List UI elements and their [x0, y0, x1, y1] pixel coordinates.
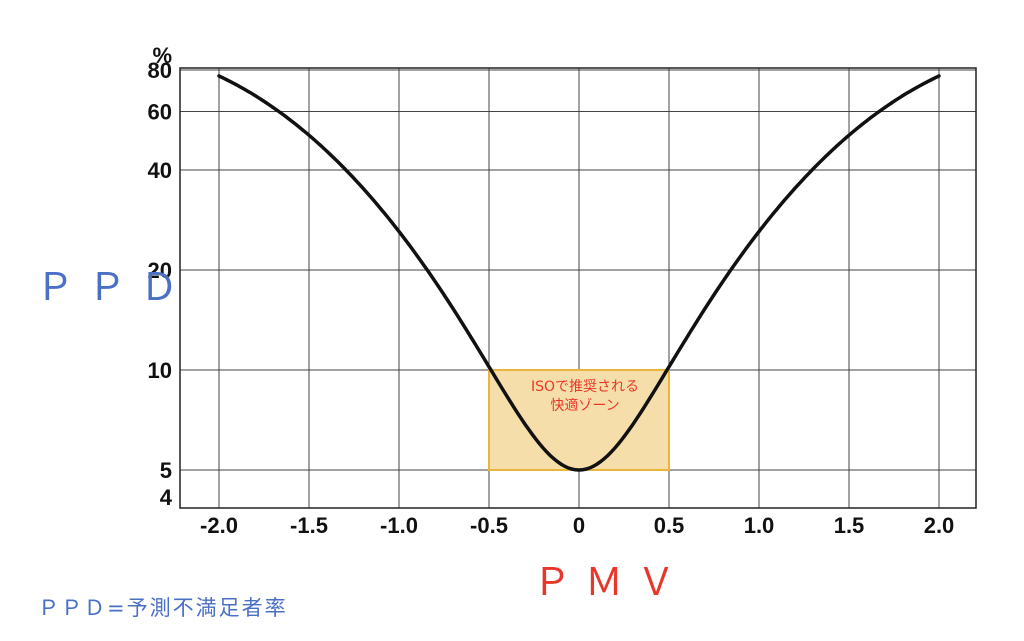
x-tick-label: -0.5 — [470, 513, 508, 538]
y-tick-label: 10 — [148, 358, 172, 383]
y-tick-label: 60 — [148, 100, 172, 125]
y-unit-label: % — [152, 43, 172, 68]
grid — [180, 68, 976, 508]
annotation-line-2: 快適ゾーン — [550, 398, 620, 414]
x-axis-ticks: -2.0 -1.5 -1.0 -0.5 0 0.5 1.0 1.5 2.0 — [200, 513, 954, 538]
x-axis-label: ＰＭＶ — [533, 560, 690, 604]
x-tick-label: -1.0 — [380, 513, 418, 538]
footnote: ＰＰＤ=予測不満足者率 — [38, 596, 288, 620]
ppd-curve — [217, 74, 941, 472]
y-tick-label: 40 — [148, 158, 172, 183]
y-tick-label: 4 — [160, 485, 173, 510]
x-tick-label: 0 — [573, 513, 585, 538]
comfort-zone-box — [488, 369, 670, 471]
x-tick-label: -1.5 — [290, 513, 328, 538]
x-tick-label: -2.0 — [200, 513, 238, 538]
x-tick-label: 0.5 — [654, 513, 685, 538]
plot-frame — [179, 67, 977, 509]
x-tick-label: 2.0 — [924, 513, 955, 538]
y-axis-label: ＰＰＤ — [36, 265, 193, 309]
y-tick-label: 20 — [148, 258, 172, 283]
x-tick-label: 1.5 — [834, 513, 865, 538]
y-axis-ticks: 45 10 20 40 60 80 — [148, 58, 173, 510]
x-tick-label: 1.0 — [744, 513, 775, 538]
y-tick-label: 5 — [160, 458, 172, 483]
annotation-line-1: ISOで推奨される — [530, 379, 640, 395]
y-tick-label: 80 — [148, 58, 172, 83]
comfort-zone-annotation: ISOで推奨される 快適ゾーン — [490, 378, 680, 416]
